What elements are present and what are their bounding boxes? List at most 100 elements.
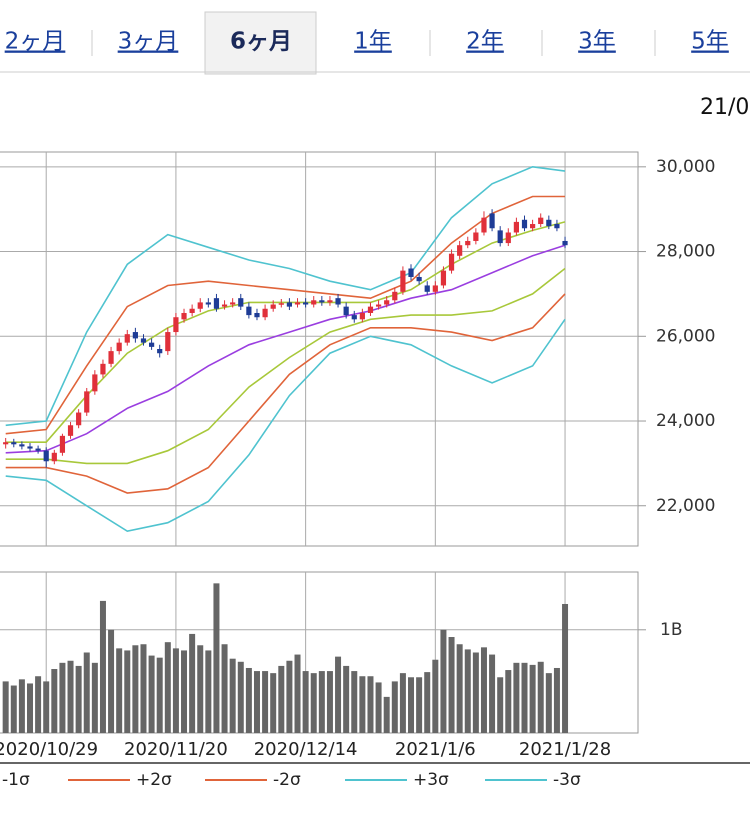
- candle-body: [67, 425, 74, 436]
- candle-body: [384, 300, 390, 305]
- legend-label: -2σ: [273, 770, 301, 790]
- tab[interactable]: 1年: [354, 29, 392, 55]
- candle-body: [19, 444, 25, 447]
- candle-body: [335, 298, 341, 305]
- volume-bar: [399, 673, 406, 733]
- volume-bar: [343, 665, 350, 733]
- candle-body: [375, 304, 382, 307]
- candle-body: [400, 270, 406, 292]
- volume-bar: [67, 660, 74, 733]
- candle-body: [84, 391, 90, 413]
- volume-frame: [0, 571, 639, 734]
- volume-bar: [416, 677, 423, 733]
- candle-body: [530, 224, 536, 229]
- tabs: 2ヶ月 3ヶ月 6ヶ月 1年 2年 3年 5年: [5, 29, 729, 56]
- candle-body: [76, 412, 82, 426]
- volume-bar: [18, 679, 25, 733]
- volume-bar: [294, 654, 301, 733]
- candle-body: [440, 270, 447, 286]
- volume-bar: [513, 662, 520, 733]
- candle-body: [213, 298, 220, 309]
- volume-bar: [253, 671, 260, 733]
- tab[interactable]: 6ヶ月: [230, 29, 292, 55]
- volume-bar: [537, 661, 544, 733]
- volume-bar: [424, 672, 431, 733]
- candle-body: [230, 302, 236, 305]
- volume-bar: [472, 652, 479, 733]
- candle-body: [327, 300, 333, 303]
- candle-body: [465, 240, 471, 246]
- band-line: [5, 221, 566, 443]
- volume-bar: [367, 676, 374, 733]
- candle-body: [181, 312, 187, 320]
- volume-bar: [408, 677, 415, 733]
- candle-body: [359, 312, 365, 320]
- tab[interactable]: 5年: [691, 29, 729, 55]
- tab[interactable]: 3ヶ月: [118, 29, 179, 55]
- volume-bar: [375, 682, 382, 733]
- candle-body: [489, 213, 495, 229]
- candle-body: [351, 315, 357, 320]
- candle-body: [481, 217, 487, 233]
- price-frame: [0, 151, 639, 547]
- volume-bar: [35, 676, 42, 733]
- volume-bar: [181, 650, 188, 733]
- tab[interactable]: 3年: [578, 29, 616, 55]
- volume-bar: [529, 664, 536, 733]
- x-tick-label: 2020/12/14: [254, 739, 358, 760]
- tab[interactable]: 2ヶ月: [5, 29, 66, 55]
- candle-body: [538, 217, 544, 225]
- volume-bar: [464, 649, 471, 733]
- volume-bar: [189, 633, 196, 733]
- candle-body: [132, 332, 138, 339]
- volume-bar: [197, 645, 204, 733]
- volume-bar: [205, 650, 212, 733]
- candle-body: [343, 306, 349, 316]
- candle-body: [303, 302, 309, 305]
- y-tick-label: 1B: [660, 620, 682, 640]
- candle-body: [11, 442, 17, 445]
- volume-bar: [278, 665, 285, 733]
- candle-body: [92, 374, 98, 392]
- candle-body: [124, 334, 130, 343]
- candle-body: [416, 276, 422, 282]
- volume-bar: [489, 654, 496, 733]
- volume-bar: [172, 648, 179, 733]
- volume-bar: [456, 644, 463, 733]
- x-tick-label: 2021/1/28: [519, 739, 611, 760]
- selected-tab-bg: [204, 11, 317, 75]
- band-line: [5, 165, 566, 427]
- volume-bar: [359, 676, 366, 733]
- candle-body: [497, 230, 503, 244]
- volume-bar: [383, 696, 390, 733]
- volume-bar: [116, 648, 123, 733]
- volume-bar: [562, 603, 569, 733]
- candle-body: [205, 302, 211, 305]
- x-tick-label: 2020/11/20: [124, 739, 228, 760]
- tab[interactable]: 2年: [466, 29, 504, 55]
- volume-bar: [440, 629, 447, 733]
- y-tick-label: 30,000: [656, 157, 715, 177]
- candle-body: [221, 304, 228, 307]
- legend-label: +3σ: [413, 770, 449, 790]
- volume-bar: [521, 662, 528, 733]
- candle-body: [505, 232, 511, 244]
- candle-body: [286, 302, 293, 307]
- volume-bar: [245, 667, 252, 733]
- volume-bar: [156, 657, 163, 733]
- volume-bar: [286, 660, 293, 733]
- volume-bar: [2, 681, 9, 733]
- volume-bar: [505, 670, 512, 733]
- volume-bar: [553, 667, 560, 733]
- candle-body: [432, 285, 438, 292]
- candle-body: [457, 245, 463, 256]
- legend-label: -3σ: [553, 770, 581, 790]
- candle-body: [3, 442, 9, 445]
- volume-bar: [335, 656, 342, 733]
- candle-body: [148, 342, 155, 347]
- candle-body: [262, 308, 268, 318]
- candle-body: [408, 268, 414, 277]
- volume-bar: [432, 659, 439, 733]
- candle-body: [254, 312, 260, 318]
